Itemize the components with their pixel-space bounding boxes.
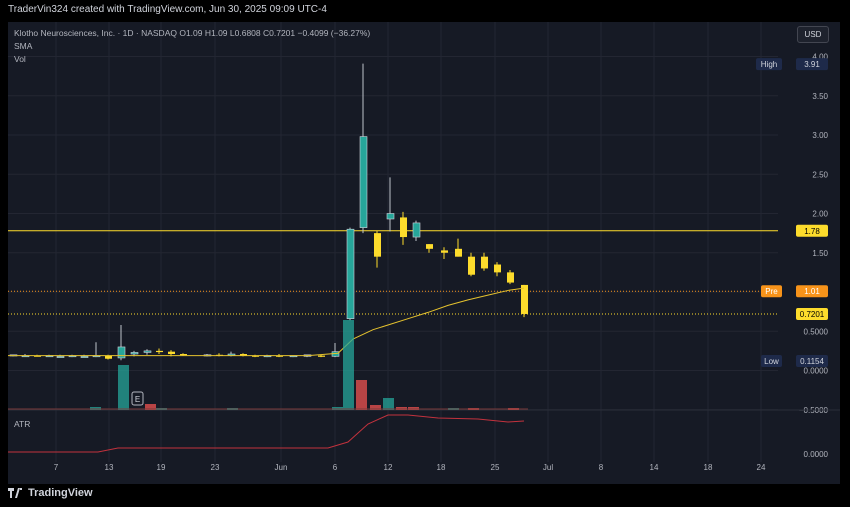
candle-body xyxy=(180,354,187,356)
atr-line xyxy=(8,414,525,453)
price-axis-label: 2.50 xyxy=(812,170,828,179)
premarket-badge-label: Pre xyxy=(765,287,778,296)
candle-body xyxy=(34,355,41,357)
volume-bar xyxy=(343,320,354,410)
x-axis-label: 24 xyxy=(757,463,766,472)
x-axis-label: 13 xyxy=(105,463,114,472)
x-axis-label: Jul xyxy=(543,463,553,472)
low-badge-value-bg xyxy=(796,354,828,367)
x-axis-label: 25 xyxy=(491,463,500,472)
x-axis-label: 18 xyxy=(437,463,446,472)
candle-body xyxy=(346,228,355,319)
last-price-badge-value: 0.7201 xyxy=(800,310,825,319)
symbol-legend[interactable]: Klotho Neurosciences, Inc. · 1D · NASDAQ… xyxy=(14,28,371,38)
atr-legend[interactable]: ATR xyxy=(14,419,31,429)
candle-body xyxy=(386,213,395,220)
x-axis-label: 8 xyxy=(599,463,604,472)
premarket-badge-value-bg xyxy=(796,285,828,298)
level-badge-value-bg xyxy=(796,224,828,237)
price-axis-label: 0.5000 xyxy=(804,327,829,336)
x-axis-label: 7 xyxy=(54,463,59,472)
currency-button[interactable]: USD xyxy=(797,26,829,43)
tradingview-footer: TradingView xyxy=(8,487,93,499)
last-price-badge-value-bg xyxy=(796,307,828,320)
candle-body xyxy=(359,136,368,228)
candle-body xyxy=(521,284,528,314)
candle-body xyxy=(441,250,448,253)
earnings-marker xyxy=(131,391,144,406)
price-axis-label: 2.00 xyxy=(812,210,828,219)
chart-panel[interactable]: 4.003.503.002.502.001.501.000.50000.0000… xyxy=(8,22,840,484)
candle-body xyxy=(374,233,381,257)
high-badge-value: 3.91 xyxy=(804,60,820,69)
price-axis-label: 1.50 xyxy=(812,249,828,258)
candle-body xyxy=(455,248,462,257)
low-badge-label-bg xyxy=(761,354,782,367)
candle-body xyxy=(56,356,65,358)
candle-body xyxy=(168,351,175,355)
price-chart[interactable]: 4.003.503.002.502.001.501.000.50000.0000… xyxy=(8,22,840,484)
sma-line xyxy=(8,287,525,357)
x-axis-label: Jun xyxy=(275,463,288,472)
x-axis-label: 14 xyxy=(650,463,659,472)
candle-body xyxy=(105,355,112,359)
volume-bar xyxy=(118,365,129,410)
candle-body xyxy=(130,352,139,355)
price-axis-label: 3.50 xyxy=(812,92,828,101)
level-badge-value: 1.78 xyxy=(804,227,820,236)
candle-body xyxy=(143,350,152,353)
x-axis-label: 18 xyxy=(704,463,713,472)
high-badge-value-bg xyxy=(796,58,828,71)
low-badge-label: Low xyxy=(764,357,779,366)
high-badge-label: High xyxy=(761,60,777,69)
volume-bar xyxy=(370,405,381,410)
x-axis-label: 6 xyxy=(333,463,338,472)
x-axis-label: 12 xyxy=(384,463,393,472)
volume-bar xyxy=(383,398,394,410)
candle-body xyxy=(276,355,283,357)
price-axis-label: 3.00 xyxy=(812,131,828,140)
candle-body xyxy=(252,355,259,357)
candle-body xyxy=(156,350,163,353)
volume-legend[interactable]: Vol xyxy=(14,54,26,64)
candle-body xyxy=(400,217,407,238)
earnings-marker-label: E xyxy=(135,395,140,404)
candle-body xyxy=(468,256,475,275)
premarket-badge-label-bg xyxy=(761,285,782,298)
volume-bar xyxy=(356,380,367,410)
tradingview-logo-icon xyxy=(8,488,22,498)
candle-body xyxy=(412,222,421,238)
candle-body xyxy=(117,346,126,359)
x-axis-label: 19 xyxy=(157,463,166,472)
volume-bar xyxy=(145,404,156,410)
x-axis-label: 23 xyxy=(211,463,220,472)
candle-body xyxy=(481,256,488,269)
low-badge-value: 0.1154 xyxy=(800,357,824,366)
price-axis-label: 4.00 xyxy=(812,53,828,62)
price-axis-label: 0.0000 xyxy=(804,367,829,376)
candle-body xyxy=(80,356,89,358)
premarket-badge-value: 1.01 xyxy=(804,287,820,296)
sma-legend[interactable]: SMA xyxy=(14,41,33,51)
candle-body xyxy=(426,244,433,249)
candle-body xyxy=(240,354,247,356)
high-badge-label-bg xyxy=(756,58,782,71)
candle-body xyxy=(507,272,514,283)
footer-brand: TradingView xyxy=(28,487,93,499)
atr-axis-label: 0.0000 xyxy=(804,450,829,459)
attribution-text: TraderVin324 created with TradingView.co… xyxy=(8,4,327,15)
candle-body xyxy=(494,264,501,273)
candle-body xyxy=(318,355,325,357)
